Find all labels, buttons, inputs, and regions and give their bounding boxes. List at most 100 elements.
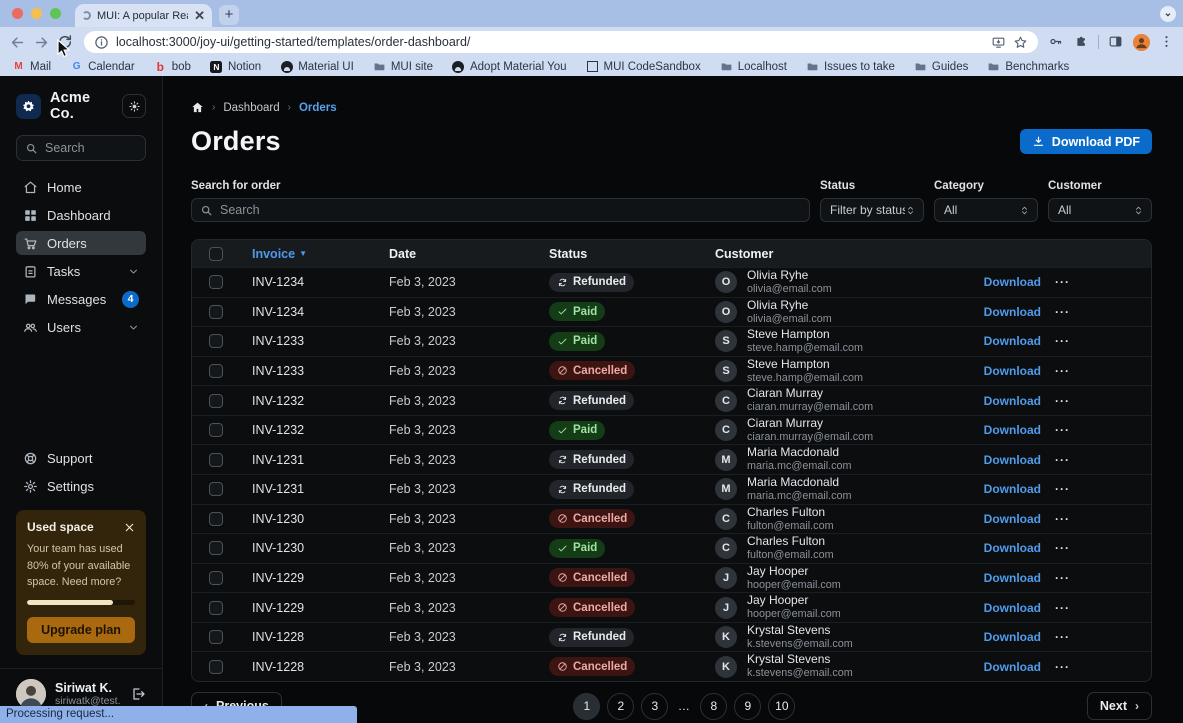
download-link[interactable]: Download: [983, 600, 1041, 615]
download-link[interactable]: Download: [983, 304, 1041, 319]
row-menu-icon[interactable]: ···: [1055, 363, 1070, 378]
browser-tab[interactable]: MUI: A popular React UI fram ✕: [75, 4, 212, 27]
sidebar-item-dashboard[interactable]: Dashboard: [16, 203, 146, 227]
download-link[interactable]: Download: [983, 423, 1041, 438]
browser-profile-avatar[interactable]: [1133, 33, 1150, 51]
row-menu-icon[interactable]: ···: [1055, 600, 1070, 615]
row-checkbox[interactable]: [209, 570, 223, 585]
download-link[interactable]: Download: [983, 541, 1041, 556]
side-panel-icon[interactable]: [1108, 34, 1124, 50]
sidebar-item-settings[interactable]: Settings: [16, 474, 146, 498]
bookmark-item[interactable]: Guides: [914, 60, 968, 73]
page-button-2[interactable]: 2: [607, 692, 635, 720]
download-link[interactable]: Download: [983, 393, 1041, 408]
filter-select-category[interactable]: All: [934, 198, 1038, 222]
row-menu-icon[interactable]: ···: [1055, 334, 1070, 349]
install-app-icon[interactable]: [991, 35, 1006, 50]
bookmark-item[interactable]: Issues to take: [806, 60, 895, 73]
password-key-icon[interactable]: [1048, 34, 1064, 50]
bookmark-item[interactable]: Material UI: [280, 60, 354, 73]
download-link[interactable]: Download: [983, 334, 1041, 349]
page-button-1[interactable]: 1: [573, 692, 601, 720]
back-icon[interactable]: [8, 33, 26, 51]
breadcrumb-dashboard[interactable]: Dashboard: [223, 101, 280, 114]
download-link[interactable]: Download: [983, 452, 1041, 467]
bookmark-star-icon[interactable]: [1013, 35, 1028, 50]
row-menu-icon[interactable]: ···: [1055, 659, 1070, 674]
next-page-button[interactable]: Next ›: [1086, 692, 1152, 720]
row-menu-icon[interactable]: ···: [1055, 482, 1070, 497]
bookmark-item[interactable]: MUI site: [373, 60, 433, 73]
home-icon[interactable]: [191, 101, 204, 114]
extensions-puzzle-icon[interactable]: [1073, 34, 1089, 50]
page-button-8[interactable]: 8: [700, 692, 728, 720]
row-menu-icon[interactable]: ···: [1055, 630, 1070, 645]
order-search[interactable]: [191, 198, 810, 222]
close-window-button[interactable]: [12, 8, 23, 19]
row-checkbox[interactable]: [209, 659, 223, 674]
download-pdf-button[interactable]: Download PDF: [1019, 129, 1152, 154]
close-icon[interactable]: [124, 522, 135, 533]
download-link[interactable]: Download: [983, 511, 1041, 526]
row-menu-icon[interactable]: ···: [1055, 393, 1070, 408]
bookmark-item[interactable]: G Calendar: [70, 60, 135, 73]
row-menu-icon[interactable]: ···: [1055, 304, 1070, 319]
download-link[interactable]: Download: [983, 659, 1041, 674]
bookmark-item[interactable]: N Notion: [210, 60, 261, 73]
logout-icon[interactable]: [130, 686, 146, 702]
url-text[interactable]: localhost:3000/joy-ui/getting-started/te…: [116, 35, 471, 49]
bookmark-item[interactable]: Benchmarks: [987, 60, 1069, 73]
maximize-window-button[interactable]: [50, 8, 61, 19]
select-all-checkbox[interactable]: [209, 246, 223, 261]
page-button-3[interactable]: 3: [641, 692, 669, 720]
download-link[interactable]: Download: [983, 630, 1041, 645]
column-invoice[interactable]: Invoice ▼: [252, 246, 307, 261]
tab-search-chevron-icon[interactable]: ⌄: [1160, 6, 1176, 22]
bookmark-item[interactable]: M Mail: [12, 60, 51, 73]
sidebar-item-messages[interactable]: Messages 4: [16, 287, 146, 311]
sidebar-item-support[interactable]: Support: [16, 446, 146, 470]
download-link[interactable]: Download: [983, 570, 1041, 585]
sidebar-item-orders[interactable]: Orders: [16, 231, 146, 255]
bookmark-item[interactable]: MUI CodeSandbox: [586, 60, 701, 73]
row-checkbox[interactable]: [209, 600, 223, 615]
row-checkbox[interactable]: [209, 334, 223, 349]
reload-icon[interactable]: [56, 33, 74, 51]
row-checkbox[interactable]: [209, 363, 223, 378]
window-controls[interactable]: [12, 8, 61, 19]
upgrade-plan-button[interactable]: Upgrade plan: [27, 617, 135, 643]
filter-select-status[interactable]: Filter by status: [820, 198, 924, 222]
page-button-10[interactable]: 10: [768, 692, 796, 720]
row-menu-icon[interactable]: ···: [1055, 511, 1070, 526]
row-menu-icon[interactable]: ···: [1055, 423, 1070, 438]
browser-menu-icon[interactable]: [1159, 34, 1175, 50]
forward-icon[interactable]: [32, 33, 50, 51]
filter-select-customer[interactable]: All: [1048, 198, 1152, 222]
minimize-window-button[interactable]: [31, 8, 42, 19]
row-checkbox[interactable]: [209, 393, 223, 408]
bookmark-item[interactable]: Localhost: [720, 60, 787, 73]
page-button-9[interactable]: 9: [734, 692, 762, 720]
sidebar-item-home[interactable]: Home: [16, 175, 146, 199]
download-link[interactable]: Download: [983, 275, 1041, 290]
row-menu-icon[interactable]: ···: [1055, 570, 1070, 585]
address-bar[interactable]: localhost:3000/joy-ui/getting-started/te…: [84, 31, 1038, 53]
download-link[interactable]: Download: [983, 482, 1041, 497]
row-checkbox[interactable]: [209, 423, 223, 438]
tab-close-icon[interactable]: ✕: [194, 7, 205, 23]
site-info-icon[interactable]: [94, 35, 109, 50]
color-mode-toggle[interactable]: [122, 94, 146, 118]
row-checkbox[interactable]: [209, 304, 223, 319]
row-checkbox[interactable]: [209, 275, 223, 290]
sidebar-item-tasks[interactable]: Tasks: [16, 259, 146, 283]
row-checkbox[interactable]: [209, 630, 223, 645]
row-menu-icon[interactable]: ···: [1055, 452, 1070, 467]
row-menu-icon[interactable]: ···: [1055, 275, 1070, 290]
row-checkbox[interactable]: [209, 511, 223, 526]
sidebar-search-input[interactable]: [45, 141, 137, 155]
new-tab-button[interactable]: +: [219, 5, 239, 25]
sidebar-item-users[interactable]: Users: [16, 315, 146, 339]
row-checkbox[interactable]: [209, 452, 223, 467]
row-menu-icon[interactable]: ···: [1055, 541, 1070, 556]
bookmark-item[interactable]: b bob: [154, 60, 191, 74]
